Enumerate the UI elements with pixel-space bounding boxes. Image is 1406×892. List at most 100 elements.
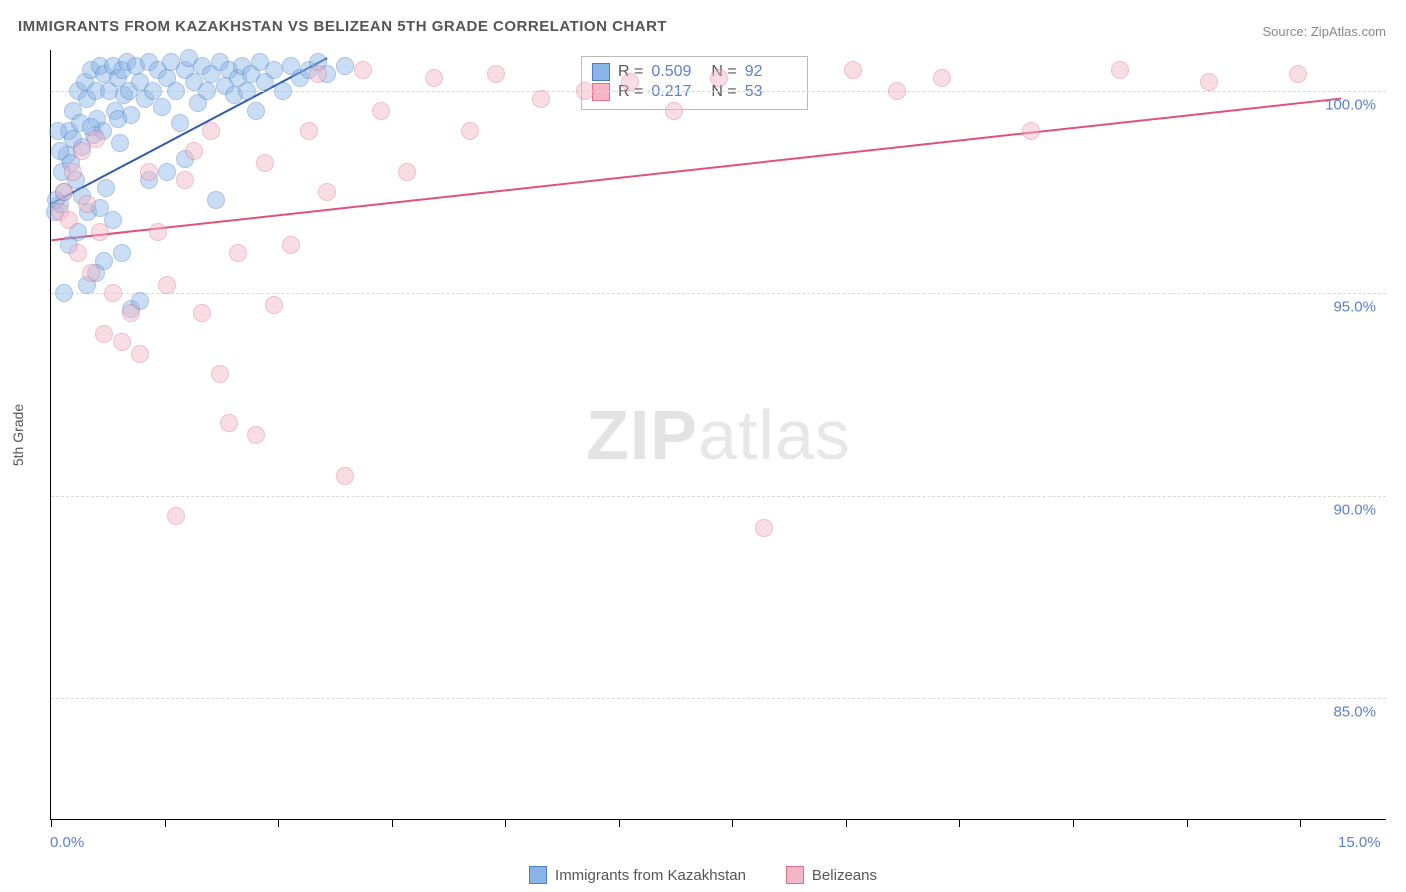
x-tick [1187, 819, 1188, 827]
x-tick [1300, 819, 1301, 827]
legend-item-belizeans: Belizeans [786, 866, 877, 884]
data-point-belizeans [149, 223, 167, 241]
data-point-kazakhstan [274, 82, 292, 100]
data-point-belizeans [95, 325, 113, 343]
data-point-kazakhstan [171, 114, 189, 132]
x-tick [846, 819, 847, 827]
data-point-belizeans [710, 69, 728, 87]
data-point-kazakhstan [238, 82, 256, 100]
data-point-belizeans [621, 73, 639, 91]
data-point-kazakhstan [167, 82, 185, 100]
grid-line [51, 698, 1386, 699]
data-point-belizeans [933, 69, 951, 87]
data-point-belizeans [532, 90, 550, 108]
x-tick [278, 819, 279, 827]
data-point-belizeans [131, 345, 149, 363]
data-point-belizeans [87, 130, 105, 148]
data-point-belizeans [665, 102, 683, 120]
data-point-belizeans [140, 163, 158, 181]
data-point-belizeans [60, 211, 78, 229]
data-point-belizeans [220, 414, 238, 432]
x-tick [51, 819, 52, 827]
x-tick [619, 819, 620, 827]
data-point-kazakhstan [111, 134, 129, 152]
r-value-kazakhstan: 0.509 [651, 63, 703, 81]
data-point-kazakhstan [55, 284, 73, 302]
data-point-belizeans [336, 467, 354, 485]
data-point-kazakhstan [113, 244, 131, 262]
data-point-belizeans [1289, 65, 1307, 83]
y-tick-label: 90.0% [1333, 501, 1376, 518]
data-point-belizeans [487, 65, 505, 83]
data-point-belizeans [167, 507, 185, 525]
chart-title: IMMIGRANTS FROM KAZAKHSTAN VS BELIZEAN 5… [18, 18, 667, 35]
data-point-belizeans [113, 333, 131, 351]
swatch-belizeans [786, 866, 804, 884]
data-point-belizeans [193, 304, 211, 322]
stats-legend: R = 0.509 N = 92 R = 0.217 N = 53 [581, 56, 808, 110]
legend-label-belizeans: Belizeans [812, 867, 877, 884]
grid-line [51, 496, 1386, 497]
data-point-belizeans [185, 142, 203, 160]
data-point-belizeans [576, 82, 594, 100]
data-point-kazakhstan [336, 57, 354, 75]
watermark: ZIPatlas [586, 395, 851, 475]
legend-label-kazakhstan: Immigrants from Kazakhstan [555, 867, 746, 884]
data-point-belizeans [176, 171, 194, 189]
plot-area: ZIPatlas R = 0.509 N = 92 R = 0.217 N = … [50, 50, 1386, 820]
data-point-belizeans [1200, 73, 1218, 91]
source-label: Source: ZipAtlas.com [1262, 24, 1386, 39]
data-point-kazakhstan [97, 179, 115, 197]
x-tick [505, 819, 506, 827]
swatch-belizeans [592, 83, 610, 101]
y-axis-label: 5th Grade [10, 404, 26, 466]
x-tick [165, 819, 166, 827]
data-point-kazakhstan [109, 110, 127, 128]
data-point-kazakhstan [158, 163, 176, 181]
data-point-belizeans [354, 61, 372, 79]
data-point-belizeans [211, 365, 229, 383]
data-point-belizeans [229, 244, 247, 262]
data-point-belizeans [104, 284, 122, 302]
data-point-belizeans [265, 296, 283, 314]
trend-line-belizeans [51, 99, 1341, 241]
data-point-belizeans [398, 163, 416, 181]
data-point-belizeans [202, 122, 220, 140]
n-value-kazakhstan: 92 [745, 63, 797, 81]
x-tick [959, 819, 960, 827]
x-tick-label-right: 15.0% [1338, 834, 1381, 851]
data-point-kazakhstan [265, 61, 283, 79]
x-tick-label-left: 0.0% [50, 834, 84, 851]
data-point-belizeans [247, 426, 265, 444]
data-point-belizeans [78, 195, 96, 213]
x-tick [1073, 819, 1074, 827]
data-point-belizeans [82, 264, 100, 282]
swatch-kazakhstan [592, 63, 610, 81]
data-point-belizeans [372, 102, 390, 120]
data-point-belizeans [844, 61, 862, 79]
data-point-belizeans [318, 183, 336, 201]
data-point-belizeans [64, 163, 82, 181]
data-point-belizeans [256, 154, 274, 172]
grid-line [51, 293, 1386, 294]
data-point-kazakhstan [198, 82, 216, 100]
n-value-belizeans: 53 [745, 83, 797, 101]
data-point-belizeans [300, 122, 318, 140]
y-tick-label: 95.0% [1333, 299, 1376, 316]
y-tick-label: 85.0% [1333, 704, 1376, 721]
data-point-belizeans [91, 223, 109, 241]
x-tick [392, 819, 393, 827]
x-tick [732, 819, 733, 827]
data-point-belizeans [888, 82, 906, 100]
data-point-belizeans [158, 276, 176, 294]
r-value-belizeans: 0.217 [651, 83, 703, 101]
data-point-belizeans [1022, 122, 1040, 140]
y-tick-label: 100.0% [1325, 96, 1376, 113]
data-point-kazakhstan [207, 191, 225, 209]
watermark-zip: ZIP [586, 396, 698, 474]
data-point-belizeans [1111, 61, 1129, 79]
data-point-kazakhstan [247, 102, 265, 120]
data-point-belizeans [309, 65, 327, 83]
data-point-belizeans [55, 183, 73, 201]
legend-item-kazakhstan: Immigrants from Kazakhstan [529, 866, 746, 884]
